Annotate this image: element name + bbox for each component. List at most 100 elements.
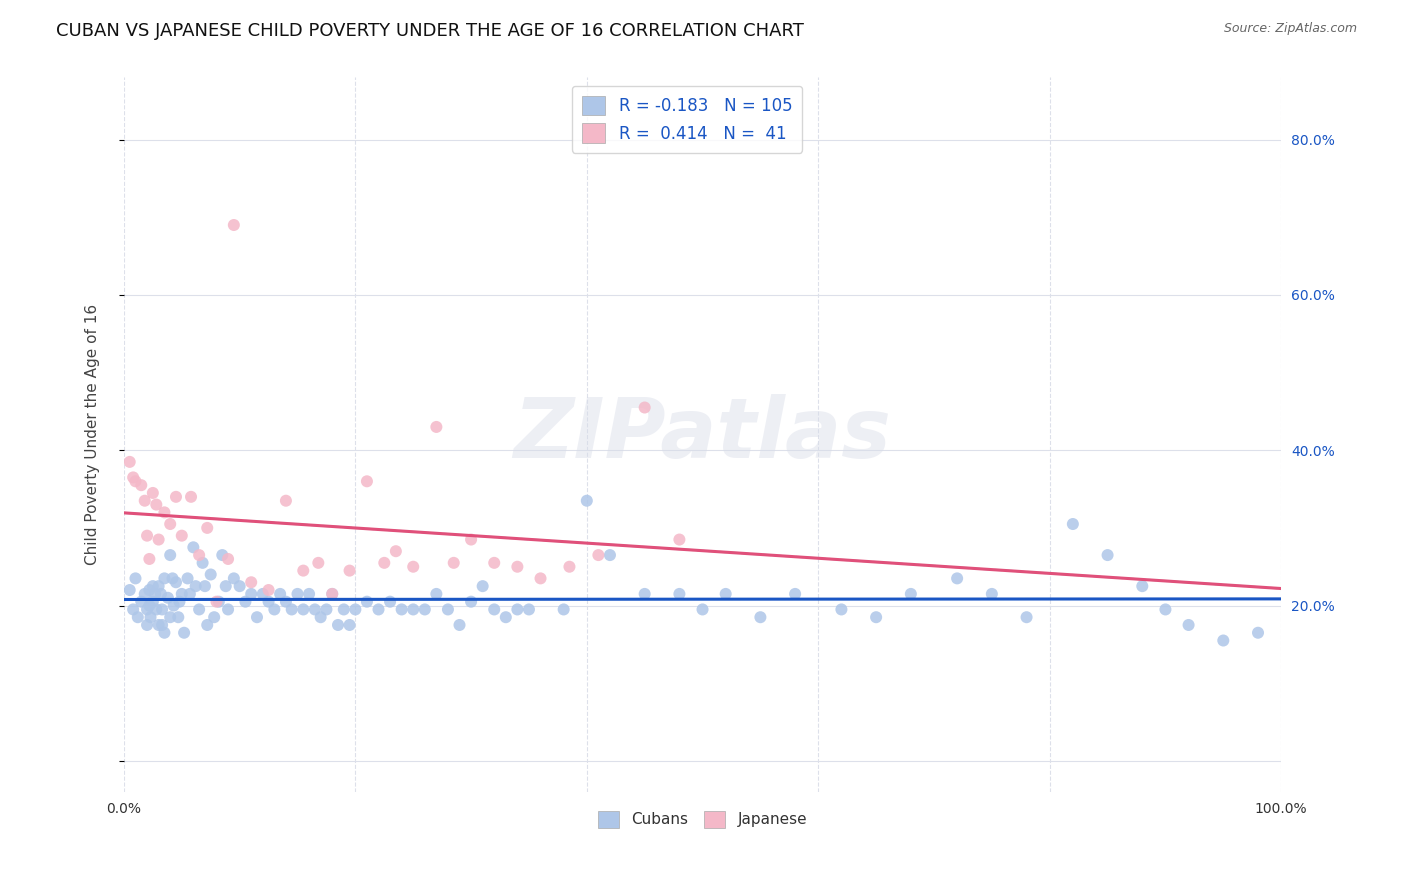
Point <box>150 618 173 632</box>
Point <box>471 579 494 593</box>
Point <box>692 602 714 616</box>
Point <box>163 599 186 613</box>
Point <box>315 602 337 616</box>
Point <box>413 602 436 616</box>
Point <box>257 582 280 597</box>
Point <box>156 591 179 605</box>
Point <box>356 475 378 489</box>
Point <box>749 610 772 624</box>
Point <box>900 587 922 601</box>
Point <box>1097 548 1119 562</box>
Point <box>1247 625 1270 640</box>
Point <box>634 401 657 415</box>
Point <box>138 552 160 566</box>
Point <box>159 548 181 562</box>
Point <box>558 559 581 574</box>
Point <box>356 595 378 609</box>
Point <box>946 571 969 585</box>
Point <box>235 595 257 609</box>
Point <box>170 587 193 601</box>
Point <box>194 579 217 593</box>
Point <box>326 618 349 632</box>
Point <box>1062 516 1084 531</box>
Point <box>980 587 1002 601</box>
Point <box>443 556 465 570</box>
Point <box>138 599 160 613</box>
Point <box>257 595 280 609</box>
Point <box>1177 618 1199 632</box>
Text: CUBAN VS JAPANESE CHILD POVERTY UNDER THE AGE OF 16 CORRELATION CHART: CUBAN VS JAPANESE CHILD POVERTY UNDER TH… <box>56 22 804 40</box>
Text: Source: ZipAtlas.com: Source: ZipAtlas.com <box>1223 22 1357 36</box>
Point <box>217 602 239 616</box>
Point <box>153 505 176 519</box>
Point <box>124 571 146 585</box>
Point <box>634 587 657 601</box>
Point <box>215 579 238 593</box>
Point <box>167 610 190 624</box>
Point <box>195 521 218 535</box>
Point <box>460 533 482 547</box>
Point <box>195 618 218 632</box>
Point <box>367 602 389 616</box>
Point <box>142 579 165 593</box>
Point <box>287 587 309 601</box>
Point <box>714 587 737 601</box>
Point <box>385 544 408 558</box>
Point <box>373 556 395 570</box>
Point <box>159 610 181 624</box>
Point <box>228 579 250 593</box>
Point <box>183 541 205 555</box>
Point <box>180 490 202 504</box>
Point <box>211 548 233 562</box>
Point <box>517 602 540 616</box>
Point <box>136 618 159 632</box>
Y-axis label: Child Poverty Under the Age of 16: Child Poverty Under the Age of 16 <box>86 304 100 566</box>
Point <box>188 548 211 562</box>
Point <box>240 587 263 601</box>
Point <box>252 587 274 601</box>
Point <box>118 455 141 469</box>
Point <box>142 595 165 609</box>
Point <box>188 602 211 616</box>
Point <box>309 610 332 624</box>
Point <box>191 556 214 570</box>
Point <box>263 602 285 616</box>
Point <box>495 610 517 624</box>
Point <box>668 587 690 601</box>
Point <box>1212 633 1234 648</box>
Point <box>170 529 193 543</box>
Point <box>484 602 506 616</box>
Point <box>333 602 356 616</box>
Point <box>184 579 207 593</box>
Point <box>246 610 269 624</box>
Point <box>321 587 343 601</box>
Point <box>484 556 506 570</box>
Point <box>142 486 165 500</box>
Legend: Cubans, Japanese: Cubans, Japanese <box>592 805 813 834</box>
Point <box>830 602 852 616</box>
Point <box>378 595 401 609</box>
Point <box>122 602 145 616</box>
Point <box>575 493 598 508</box>
Point <box>169 595 191 609</box>
Point <box>134 493 156 508</box>
Point <box>138 582 160 597</box>
Point <box>200 567 222 582</box>
Point <box>202 610 225 624</box>
Point <box>129 595 152 609</box>
Point <box>176 571 198 585</box>
Point <box>865 610 887 624</box>
Point <box>148 618 170 632</box>
Point <box>129 478 152 492</box>
Point <box>506 602 529 616</box>
Point <box>136 529 159 543</box>
Point <box>145 498 167 512</box>
Point <box>127 610 149 624</box>
Point <box>274 595 297 609</box>
Point <box>344 602 367 616</box>
Point <box>599 548 621 562</box>
Point <box>425 587 447 601</box>
Point <box>153 571 176 585</box>
Point <box>136 602 159 616</box>
Point <box>391 602 413 616</box>
